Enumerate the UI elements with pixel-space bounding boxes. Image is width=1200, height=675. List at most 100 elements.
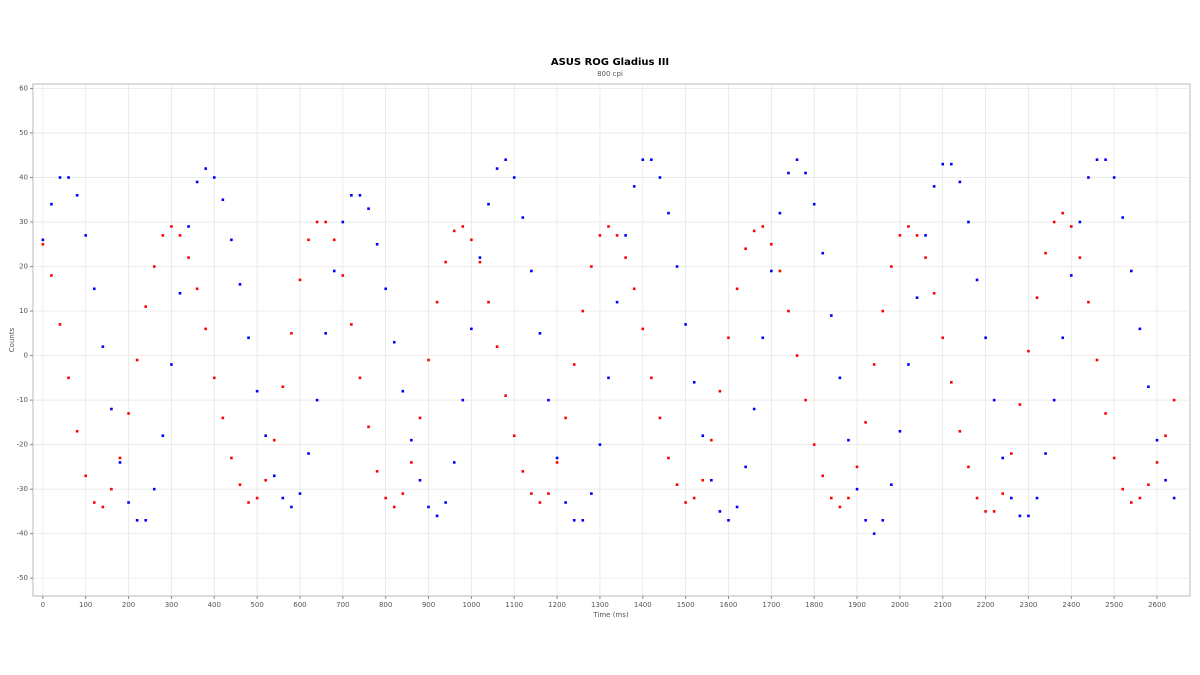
point <box>984 336 987 340</box>
point <box>1061 336 1065 340</box>
point <box>187 225 190 228</box>
point <box>67 176 70 179</box>
point <box>675 265 679 268</box>
x-tick-label: 1500 <box>677 601 695 609</box>
point <box>444 501 447 504</box>
point <box>50 202 53 206</box>
point <box>701 478 705 482</box>
point <box>1078 256 1082 259</box>
point <box>907 225 910 228</box>
point <box>1129 269 1133 273</box>
point <box>521 216 525 219</box>
point <box>761 225 765 228</box>
point <box>1155 438 1159 442</box>
point <box>461 225 465 228</box>
point <box>795 354 799 357</box>
point <box>530 269 533 273</box>
point <box>804 398 807 402</box>
point <box>444 260 447 264</box>
point <box>881 309 885 313</box>
point <box>847 496 850 500</box>
point <box>298 492 302 495</box>
point <box>367 425 370 429</box>
point <box>992 398 996 402</box>
point <box>512 434 516 438</box>
point <box>50 274 53 277</box>
point <box>847 438 850 442</box>
point <box>281 385 285 389</box>
point <box>692 496 696 500</box>
point <box>1138 327 1142 331</box>
point <box>607 225 610 228</box>
point <box>41 242 45 246</box>
point <box>281 496 285 500</box>
point <box>1104 158 1107 161</box>
plot-area <box>32 83 1191 597</box>
point <box>427 505 430 509</box>
point <box>487 300 490 304</box>
point <box>332 238 336 242</box>
point <box>247 336 250 340</box>
point <box>452 229 456 233</box>
point <box>624 256 627 259</box>
point <box>478 256 482 259</box>
point <box>487 202 490 206</box>
y-tick-label: 40 <box>19 173 28 181</box>
point <box>907 363 910 366</box>
point <box>324 220 327 224</box>
x-tick-label: 200 <box>122 601 135 609</box>
point <box>855 465 859 469</box>
point <box>1044 251 1047 255</box>
x-tick-label: 2100 <box>934 601 952 609</box>
point <box>195 180 199 184</box>
point <box>632 287 636 291</box>
point <box>470 327 473 331</box>
y-tick-label: 10 <box>19 307 28 315</box>
point <box>710 478 713 482</box>
point <box>161 434 165 438</box>
point <box>1138 496 1142 500</box>
point <box>958 180 962 184</box>
point <box>718 389 722 393</box>
point <box>84 234 88 237</box>
point <box>375 470 379 473</box>
point <box>564 416 567 420</box>
point <box>127 501 130 504</box>
point <box>915 296 919 300</box>
x-tick-label: 2200 <box>977 601 995 609</box>
point <box>375 242 379 246</box>
point <box>1027 349 1030 353</box>
x-tick-label: 900 <box>422 601 435 609</box>
y-tick-label: -30 <box>17 485 28 493</box>
point <box>298 278 302 282</box>
point <box>255 496 259 500</box>
point <box>290 505 293 509</box>
point <box>718 510 722 513</box>
point <box>941 162 945 166</box>
point <box>101 505 105 509</box>
point <box>118 461 122 464</box>
point <box>152 487 156 491</box>
x-tick-label: 2400 <box>1062 601 1080 609</box>
point <box>581 519 585 522</box>
point <box>1010 452 1013 455</box>
point <box>495 167 499 170</box>
point <box>1104 412 1107 415</box>
point <box>572 363 576 366</box>
point <box>761 336 765 340</box>
point <box>367 207 370 210</box>
point <box>204 167 207 170</box>
point <box>538 332 542 335</box>
point <box>864 421 867 424</box>
point <box>58 323 62 326</box>
point <box>212 376 216 380</box>
point <box>641 158 645 161</box>
point <box>684 323 687 326</box>
point <box>658 416 662 420</box>
point <box>290 332 293 335</box>
x-tick-label: 0 <box>41 601 45 609</box>
point <box>110 487 113 491</box>
point <box>1147 385 1150 389</box>
point <box>838 376 842 380</box>
